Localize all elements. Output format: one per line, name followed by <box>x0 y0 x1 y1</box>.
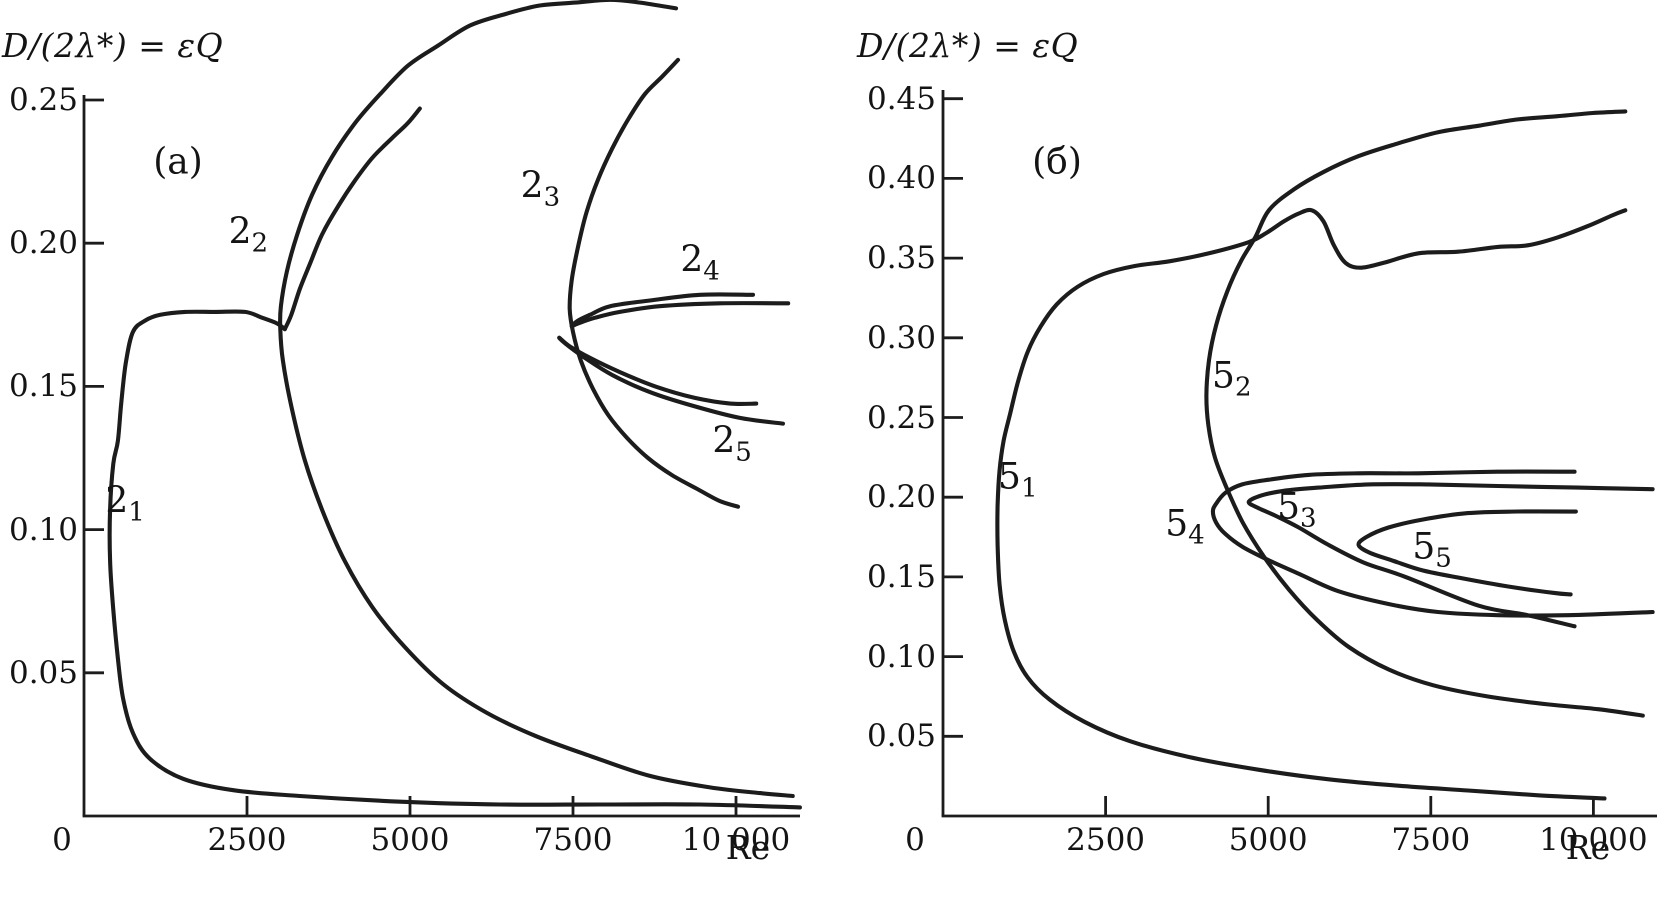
curve-label-2-5: 25 <box>712 420 752 468</box>
curve-label-2-4: 24 <box>680 239 720 287</box>
curve-label-2-2: 22 <box>228 211 269 259</box>
panel-b-x-axis-label: Re <box>1565 828 1611 867</box>
panel-b-y-tick-label: 0.40 <box>866 160 936 197</box>
curve-2_5 <box>557 335 785 426</box>
panel-a-x-tick-label: 5000 <box>370 822 450 858</box>
panel-a-y-tick-label: 0.20 <box>8 225 78 262</box>
curve-2_4 <box>569 292 791 329</box>
panel-a-x-tick-label: 7500 <box>533 822 613 858</box>
curve-2_1_to_2_2_fold <box>282 106 422 332</box>
curve-label-5-1: 51 <box>998 456 1038 504</box>
panel-b-x-tick-label: 7500 <box>1391 822 1471 858</box>
panel-b-x-tick-label: 2500 <box>1066 822 1146 858</box>
curve-2_3 <box>567 57 741 509</box>
panel-a-x-tick-label: 0 <box>52 822 72 858</box>
curve-label-5-2: 52 <box>1212 355 1252 403</box>
curve-5_1 <box>995 207 1628 801</box>
curve-2_2 <box>277 0 795 799</box>
panel-b-y-tick-label: 0.25 <box>866 399 936 436</box>
curve-label-2-3: 23 <box>520 165 561 213</box>
panel-b-y-tick-label: 0.45 <box>866 80 936 117</box>
panel-b-y-tick-label: 0.15 <box>866 558 936 595</box>
panel-b-marker: (б) <box>1032 141 1082 183</box>
curve-5_4 <box>1210 469 1655 618</box>
panel-b-y-tick-label: 0.30 <box>866 319 936 356</box>
panel-a-marker: (a) <box>153 141 203 183</box>
panel-b-x-tick-label: 10 000 <box>1539 822 1648 858</box>
panel-b-x-tick-label: 0 <box>905 822 925 858</box>
panel-b-axis-title: D/(2λ*) = εQ <box>857 26 1079 65</box>
curve-5_2 <box>1204 109 1645 718</box>
panel-a-y-tick-label: 0.15 <box>8 368 78 405</box>
panel-a-x-axis-label: Re <box>725 828 771 867</box>
panel-a-y-tick-label: 0.05 <box>8 654 78 691</box>
panel-a-y-tick-label: 0.10 <box>8 511 78 548</box>
panel-a-axes <box>82 95 800 818</box>
curve-5_5 <box>1356 509 1578 597</box>
panel-b-y-tick-label: 0.05 <box>866 718 936 755</box>
curve-label-5-5: 55 <box>1412 526 1452 574</box>
panel-b-axes <box>941 90 1657 818</box>
curve-label-5-4: 54 <box>1165 503 1205 551</box>
curve-label-5-3: 53 <box>1277 486 1317 534</box>
curve-label-2-1: 21 <box>105 480 145 528</box>
panel-b-y-tick-label: 0.35 <box>866 240 936 277</box>
panel-b-y-tick-label: 0.20 <box>866 479 936 516</box>
panel-b-curves <box>995 109 1655 801</box>
curve-5_3 <box>1246 482 1655 629</box>
panel-a-axis-title: D/(2λ*) = εQ <box>2 26 224 65</box>
panel-b-x-tick-label: 5000 <box>1228 822 1308 858</box>
panel-a-x-tick-label: 2500 <box>207 822 287 858</box>
panel-a-x-tick-label: 10 000 <box>681 822 791 858</box>
panel-b-y-tick-label: 0.10 <box>866 638 936 675</box>
curve-2_1 <box>107 309 802 810</box>
panel-a-y-tick-label: 0.25 <box>8 82 78 118</box>
panel-a-curves <box>107 0 802 810</box>
